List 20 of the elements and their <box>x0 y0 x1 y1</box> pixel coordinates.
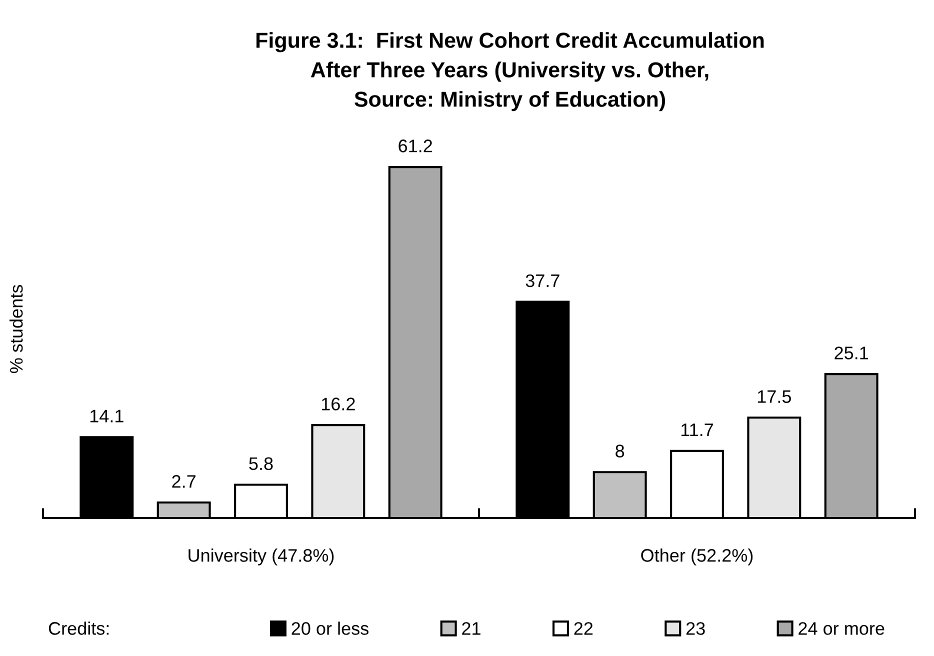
data-label: 61.2 <box>398 140 432 152</box>
y-axis-title: % students <box>10 284 23 374</box>
chart-title: Figure 3.1: First New Cohort Credit Accumulation After Three Years (University vs. Other, Source: Ministry of Education) <box>256 32 764 112</box>
data-label: 25.1 <box>834 346 868 360</box>
data-label: 17.5 <box>758 390 791 403</box>
legend-label: 24 or more <box>798 622 884 635</box>
legend-title: Credits: <box>48 622 109 635</box>
data-label: 11.7 <box>681 424 713 436</box>
data-label: 2.7 <box>172 475 196 488</box>
data-label: 5.8 <box>249 457 273 470</box>
data-label: 37.7 <box>526 274 560 288</box>
legend-label: 20 or less <box>292 622 368 635</box>
legend-label: 23 <box>686 622 705 635</box>
data-label: 8 <box>616 444 624 458</box>
x-tick-label: University (47.8%) <box>188 548 334 566</box>
data-label: 14.1 <box>90 410 124 422</box>
x-tick-label: Other (52.2%) <box>641 548 753 566</box>
data-label: 16.2 <box>322 398 355 410</box>
legend-label: 22 <box>574 622 593 635</box>
legend-label: 21 <box>462 622 480 635</box>
